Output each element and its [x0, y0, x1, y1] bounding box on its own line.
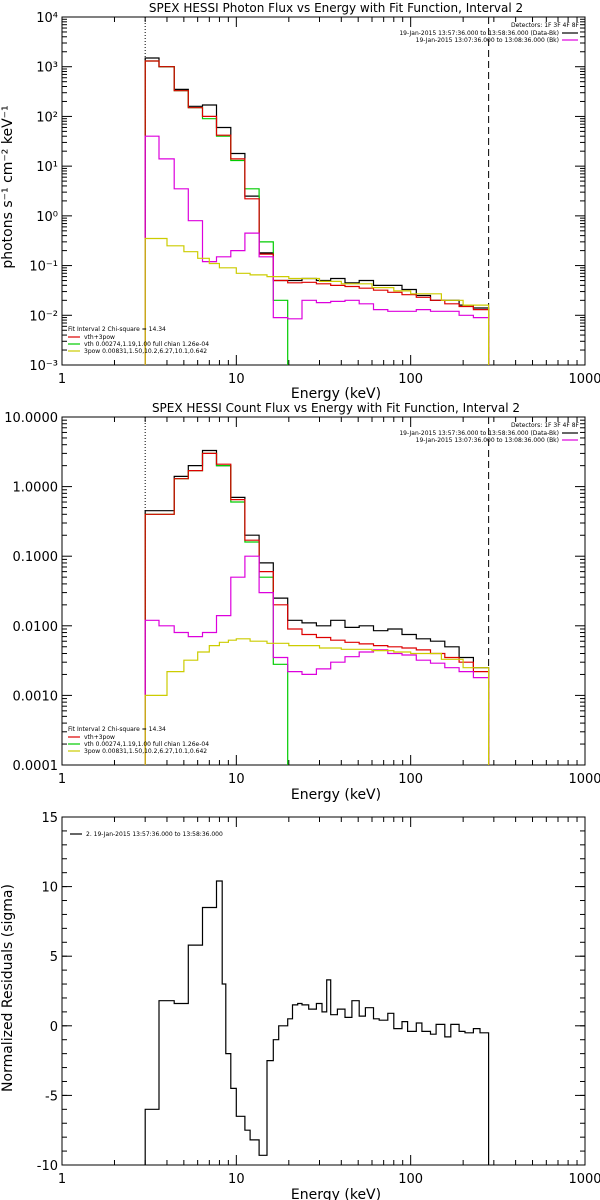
series-line-1 [144, 452, 289, 765]
x-axis-label: Energy (keV) [291, 386, 381, 402]
fit-info: Fit Interval 2 Chi-square = 14.34 [68, 326, 166, 333]
y-tick-label: 1.0000 [13, 481, 59, 496]
series-line-2 [144, 452, 490, 765]
series-line-0 [144, 449, 490, 765]
series-line-0 [144, 57, 490, 365]
x-tick-label: 1000 [568, 772, 600, 787]
y-tick-label: 10⁻³ [29, 359, 58, 374]
plot-frame [61, 816, 586, 1166]
legend-entry-label: 3pow 0.00831,1.50,10.2,6.27,10.1,0.642 [84, 748, 207, 755]
legend-entry-label: vth 0.00274,1.19,1.00 full chian 1.26e-0… [84, 741, 209, 748]
x-tick-label: 10 [228, 772, 245, 787]
y-tick-label: 10³ [36, 61, 58, 76]
legend-entry-label: 19-Jan-2015 13:07:36.000 to 13:08:36.000… [416, 37, 559, 44]
y-tick-label: 0.0010 [13, 689, 59, 704]
plot-frame [61, 416, 586, 766]
y-tick-label: 10⁰ [36, 210, 58, 225]
legend-entry-label: 19-Jan-2015 13:57:36.000 to 13:58:36.000… [399, 430, 559, 437]
residuals-chart: Energy (keV) Normalized Residuals (sigma… [0, 811, 600, 1200]
y-axis-label: Normalized Residuals (sigma) [0, 884, 16, 1092]
y-tick-label: -5 [45, 1089, 58, 1104]
detector-info: Detectors: 1F 3F 4F 8F [511, 422, 580, 429]
legend-entry-label: 19-Jan-2015 13:57:36.000 to 13:58:36.000… [399, 30, 559, 37]
y-tick-label: 10.0000 [4, 411, 58, 426]
x-tick-label: 100 [398, 372, 423, 387]
legend-entry-label: vth 0.00274,1.19,1.00 full chian 1.26e-0… [84, 341, 209, 348]
chart-title: SPEX HESSI Count Flux vs Energy with Fit… [152, 401, 520, 415]
legend-entry-label: vth+3pow [84, 334, 115, 341]
legend-entry-label: vth+3pow [84, 734, 115, 741]
y-tick-label: 15 [41, 811, 58, 826]
y-tick-label: 10⁻² [29, 309, 58, 324]
y-tick-label: 10⁴ [36, 11, 58, 26]
legend-entry-label: 3pow 0.00831,1.50,10.2,6.27,10.1,0.642 [84, 348, 207, 355]
series-line-3 [144, 135, 490, 365]
x-tick-label: 1000 [568, 1172, 600, 1187]
y-tick-label: 10⁻¹ [29, 260, 58, 275]
series-line-0 [144, 880, 490, 1165]
series-group [144, 417, 490, 765]
x-tick-label: 1 [58, 1172, 66, 1187]
fit-info: Fit Interval 2 Chi-square = 14.34 [68, 726, 166, 733]
y-tick-label: 5 [50, 950, 58, 965]
x-tick-label: 10 [228, 372, 245, 387]
y-tick-label: 10¹ [36, 160, 58, 175]
series-line-4 [144, 237, 490, 365]
x-axis-label: Energy (keV) [291, 787, 381, 803]
y-tick-label: 0.0001 [13, 759, 59, 774]
y-tick-label: 10 [41, 881, 58, 896]
x-tick-label: 10 [228, 1172, 245, 1187]
y-tick-label: -10 [37, 1159, 58, 1174]
y-axis-label: photons s⁻¹ cm⁻² keV⁻¹ [0, 105, 16, 268]
y-tick-label: 10² [36, 110, 58, 125]
chart-title: SPEX HESSI Photon Flux vs Energy with Fi… [149, 1, 523, 15]
x-tick-label: 1 [58, 372, 66, 387]
x-tick-label: 1 [58, 772, 66, 787]
y-tick-label: 0 [50, 1020, 58, 1035]
x-tick-label: 100 [398, 1172, 423, 1187]
x-tick-label: 1000 [568, 372, 600, 387]
detector-info: Detectors: 1F 3F 4F 8F [511, 22, 580, 29]
legend-entry-label: 2. 19-Jan-2015 13:57:36.000 to 13:58:36.… [86, 831, 223, 838]
series-group [144, 17, 490, 365]
y-tick-label: 0.1000 [13, 550, 59, 565]
y-tick-label: 0.0100 [13, 620, 59, 635]
x-axis-label: Energy (keV) [291, 1187, 381, 1200]
legend-entry-label: 19-Jan-2015 13:07:36.000 to 13:08:36.000… [416, 437, 559, 444]
plot-frame [61, 16, 586, 366]
count-flux-chart: SPEX HESSI Count Flux vs Energy with Fit… [4, 401, 600, 803]
series-line-2 [144, 60, 490, 365]
series-line-4 [144, 638, 490, 765]
photon-flux-chart: SPEX HESSI Photon Flux vs Energy with Fi… [0, 1, 600, 402]
x-tick-label: 100 [398, 772, 423, 787]
series-line-3 [144, 555, 490, 765]
series-group [144, 880, 490, 1165]
